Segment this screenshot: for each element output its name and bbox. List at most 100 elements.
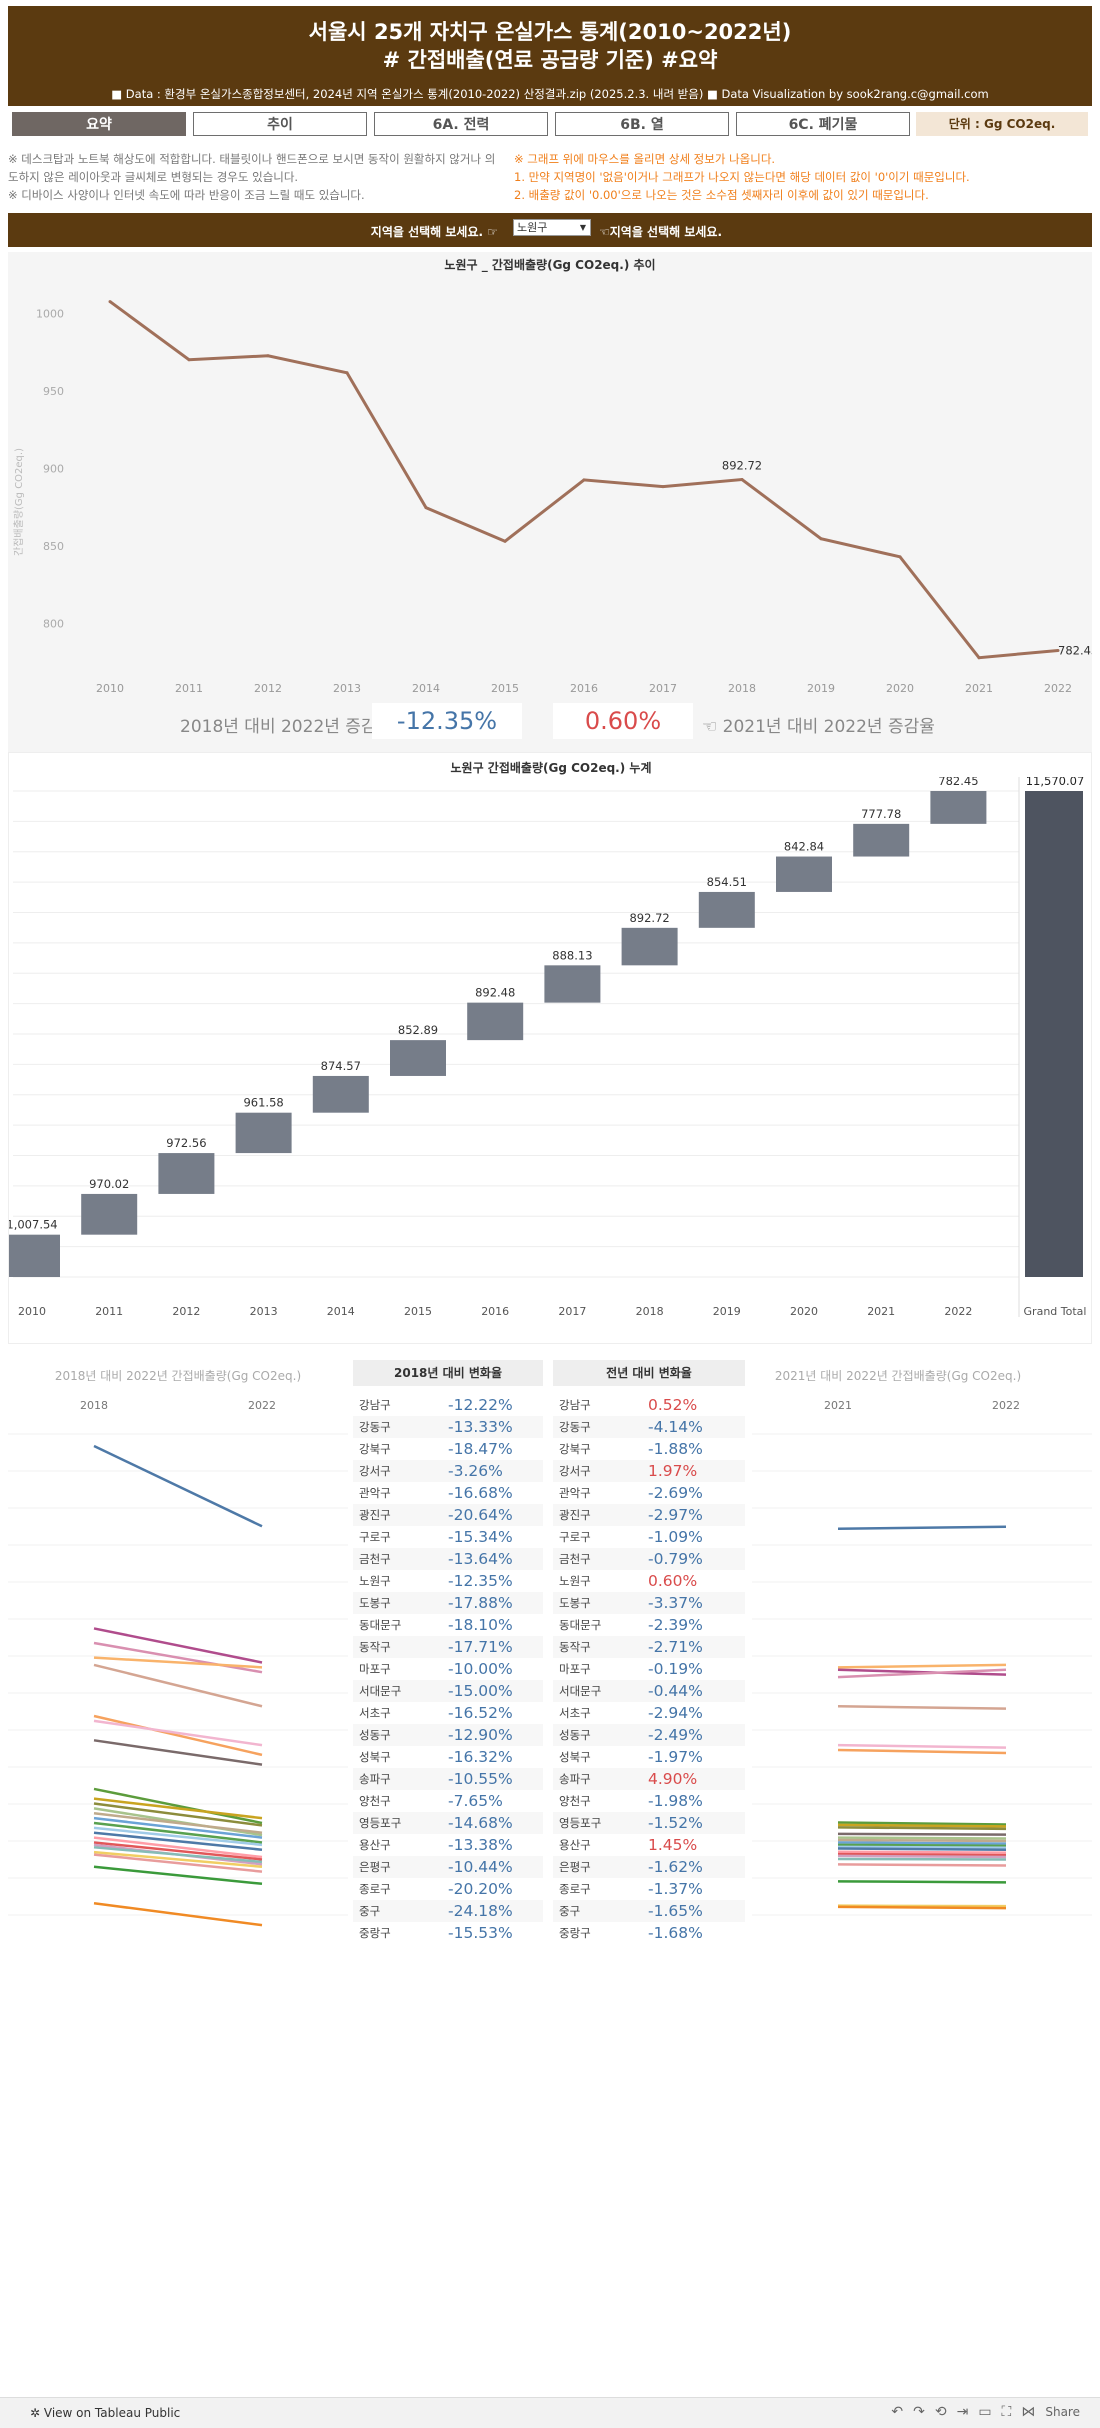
fullscreen-icon[interactable]: ⛶ (1002, 2404, 1022, 2420)
undo-icon[interactable]: ↶ (891, 2404, 913, 2420)
table-row[interactable]: 동대문구-18.10% (353, 1614, 543, 1636)
table-row[interactable]: 서초구-16.52% (353, 1702, 543, 1724)
view-on-tableau-link[interactable]: ✲ View on Tableau Public (30, 2406, 180, 2420)
table-row[interactable]: 중랑구-15.53% (353, 1922, 543, 1944)
table-row[interactable]: 동작구-17.71% (353, 1636, 543, 1658)
comment-icon[interactable]: ▭ (978, 2404, 1001, 2420)
district-name: 송파구 (559, 1768, 591, 1790)
table-row[interactable]: 종로구-20.20% (353, 1878, 543, 1900)
change-rate-value: -13.38% (448, 1834, 513, 1856)
tab-heat[interactable]: 6B. 열 (555, 112, 729, 136)
slope-line (838, 1750, 1006, 1753)
district-name: 중구 (359, 1900, 380, 1922)
table-row[interactable]: 성동구-12.90% (353, 1724, 543, 1746)
table-row[interactable]: 구로구-15.34% (353, 1526, 543, 1548)
tab-summary[interactable]: 요약 (12, 112, 186, 136)
district-name: 금천구 (559, 1548, 591, 1570)
table-row[interactable]: 은평구-1.62% (553, 1856, 745, 1878)
y-axis-label: 간접배출량(Gg CO2eq.) (13, 448, 25, 556)
table-row[interactable]: 금천구-0.79% (553, 1548, 745, 1570)
table-row[interactable]: 중구-24.18% (353, 1900, 543, 1922)
table-row[interactable]: 강동구-13.33% (353, 1416, 543, 1438)
table-row[interactable]: 은평구-10.44% (353, 1856, 543, 1878)
waterfall-bar (776, 857, 832, 892)
table-row[interactable]: 성북구-1.97% (553, 1746, 745, 1768)
table-row[interactable]: 금천구-13.64% (353, 1548, 543, 1570)
table-row[interactable]: 관악구-16.68% (353, 1482, 543, 1504)
bar-value-label: 961.58 (243, 1096, 283, 1110)
change-rate-value: -20.64% (448, 1504, 513, 1526)
table-row[interactable]: 강서구-3.26% (353, 1460, 543, 1482)
table-row[interactable]: 강북구-1.88% (553, 1438, 745, 1460)
change-rate-value: -10.00% (448, 1658, 513, 1680)
pause-icon[interactable]: ⇥ (957, 2404, 979, 2420)
table-row[interactable]: 마포구-0.19% (553, 1658, 745, 1680)
revert-icon[interactable]: ⟲ (935, 2404, 957, 2420)
tab-waste[interactable]: 6C. 폐기물 (736, 112, 910, 136)
district-name: 광진구 (559, 1504, 591, 1526)
cumulative-bar-chart[interactable]: 1,007.542010970.022011972.562012961.5820… (9, 777, 1091, 1341)
change-rate-value: -12.22% (448, 1394, 513, 1416)
table-row[interactable]: 서대문구-15.00% (353, 1680, 543, 1702)
table-row[interactable]: 도봉구-17.88% (353, 1592, 543, 1614)
x-tick-label: 2018 (636, 1305, 664, 1318)
table-row[interactable]: 마포구-10.00% (353, 1658, 543, 1680)
waterfall-bar (158, 1153, 214, 1194)
table-row[interactable]: 성동구-2.49% (553, 1724, 745, 1746)
table-row[interactable]: 용산구-13.38% (353, 1834, 543, 1856)
slope-line (838, 1838, 1006, 1839)
table-row[interactable]: 영등포구-14.68% (353, 1812, 543, 1834)
table-row[interactable]: 양천구-7.65% (353, 1790, 543, 1812)
district-name: 은평구 (559, 1856, 591, 1878)
table-row[interactable]: 종로구-1.37% (553, 1878, 745, 1900)
kpi-2018-change[interactable]: -12.35% (372, 703, 522, 739)
table-row[interactable]: 강동구-4.14% (553, 1416, 745, 1438)
district-name: 성동구 (359, 1724, 391, 1746)
trend-point (820, 537, 823, 540)
share-icon[interactable]: ⋈ (1021, 2404, 1045, 2420)
table-row[interactable]: 성북구-16.32% (353, 1746, 543, 1768)
table-row[interactable]: 영등포구-1.52% (553, 1812, 745, 1834)
share-label[interactable]: Share (1045, 2405, 1080, 2419)
table-row[interactable]: 관악구-2.69% (553, 1482, 745, 1504)
x-tick-label: 2020 (790, 1305, 818, 1318)
trend-point (741, 478, 744, 481)
table-row[interactable]: 서대문구-0.44% (553, 1680, 745, 1702)
change-rate-value: -4.14% (648, 1416, 703, 1438)
table-row[interactable]: 도봉구-3.37% (553, 1592, 745, 1614)
change-rate-value: -15.34% (448, 1526, 513, 1548)
table-row[interactable]: 광진구-20.64% (353, 1504, 543, 1526)
district-name: 노원구 (359, 1570, 391, 1592)
table-row[interactable]: 서초구-2.94% (553, 1702, 745, 1724)
district-name: 서초구 (559, 1702, 591, 1724)
table-row[interactable]: 중구-1.65% (553, 1900, 745, 1922)
y-tick-label: 950 (43, 385, 64, 398)
table-row[interactable]: 노원구-12.35% (353, 1570, 543, 1592)
table-row[interactable]: 강북구-18.47% (353, 1438, 543, 1460)
kpi-2021-change[interactable]: 0.60% (553, 703, 693, 739)
redo-icon[interactable]: ↷ (913, 2404, 935, 2420)
tab-trend[interactable]: 추이 (193, 112, 367, 136)
table-row[interactable]: 동대문구-2.39% (553, 1614, 745, 1636)
change-rate-value: -17.71% (448, 1636, 513, 1658)
table-row[interactable]: 광진구-2.97% (553, 1504, 745, 1526)
table-row[interactable]: 동작구-2.71% (553, 1636, 745, 1658)
slope-line (838, 1881, 1006, 1882)
table-row[interactable]: 송파구-10.55% (353, 1768, 543, 1790)
region-dropdown[interactable]: 노원구 ▼ (513, 219, 591, 236)
table-row[interactable]: 강남구-12.22% (353, 1394, 543, 1416)
district-name: 금천구 (359, 1548, 391, 1570)
x-tick-label: 2015 (491, 682, 519, 695)
table-row[interactable]: 중랑구-1.68% (553, 1922, 745, 1944)
tab-electricity[interactable]: 6A. 전력 (374, 112, 548, 136)
table-row[interactable]: 구로구-1.09% (553, 1526, 745, 1548)
table-row[interactable]: 양천구-1.98% (553, 1790, 745, 1812)
